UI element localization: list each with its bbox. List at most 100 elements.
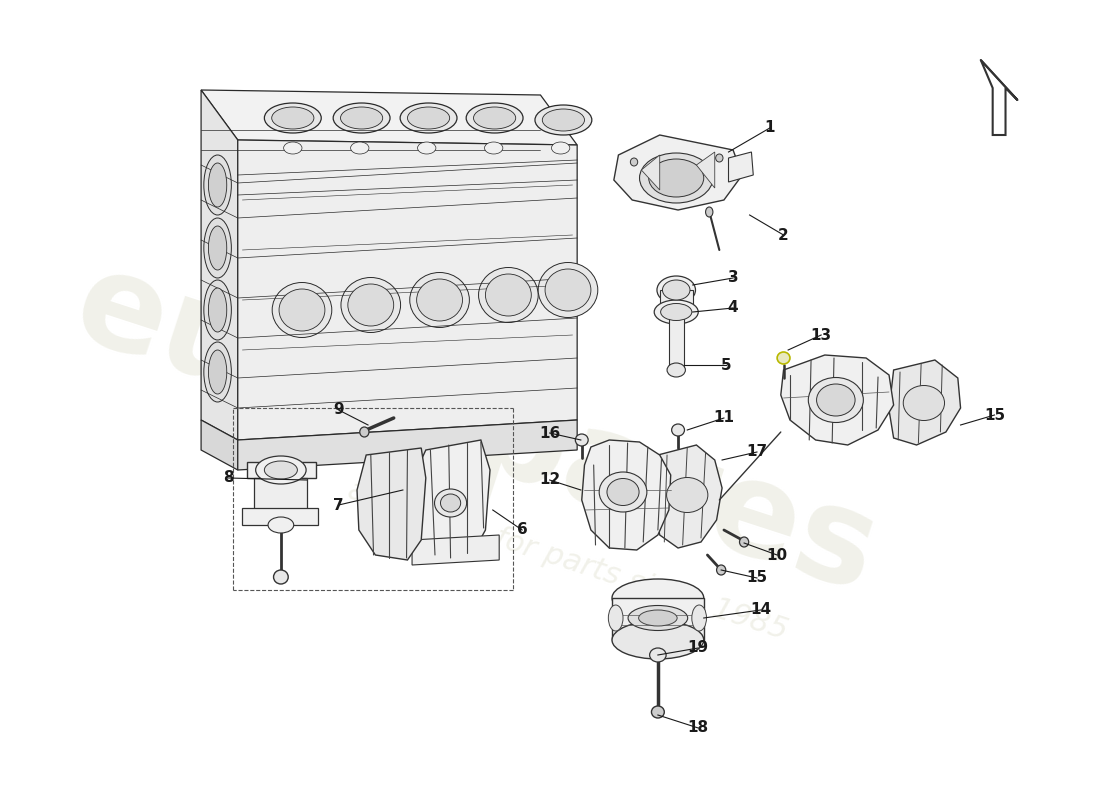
Ellipse shape (473, 107, 516, 129)
Text: 2: 2 (778, 227, 789, 242)
Polygon shape (889, 360, 960, 445)
Ellipse shape (279, 289, 324, 331)
Ellipse shape (264, 103, 321, 133)
Ellipse shape (208, 288, 227, 332)
Ellipse shape (204, 155, 231, 215)
Ellipse shape (716, 565, 726, 575)
Ellipse shape (608, 605, 623, 631)
Ellipse shape (777, 352, 790, 364)
Ellipse shape (400, 103, 456, 133)
Polygon shape (238, 420, 578, 470)
Polygon shape (412, 440, 490, 560)
Ellipse shape (440, 494, 461, 512)
Ellipse shape (272, 282, 332, 338)
Polygon shape (412, 535, 499, 565)
Ellipse shape (657, 276, 695, 304)
Polygon shape (201, 90, 578, 145)
Ellipse shape (628, 606, 688, 630)
Polygon shape (614, 135, 742, 210)
Polygon shape (641, 155, 660, 190)
Text: 6: 6 (517, 522, 528, 538)
Text: eurospares: eurospares (59, 241, 893, 619)
Ellipse shape (716, 154, 723, 162)
Text: 19: 19 (688, 641, 708, 655)
Polygon shape (246, 462, 316, 478)
Ellipse shape (417, 279, 462, 321)
Ellipse shape (341, 107, 383, 129)
Text: 16: 16 (539, 426, 560, 441)
Ellipse shape (667, 363, 685, 377)
Polygon shape (660, 290, 693, 310)
Text: 9: 9 (333, 402, 344, 418)
Text: 17: 17 (747, 445, 768, 459)
Ellipse shape (204, 280, 231, 340)
Ellipse shape (542, 109, 584, 131)
Ellipse shape (672, 424, 684, 436)
Ellipse shape (351, 142, 369, 154)
Text: 4: 4 (728, 301, 738, 315)
Text: 7: 7 (333, 498, 344, 513)
Ellipse shape (410, 273, 470, 327)
Polygon shape (238, 140, 578, 440)
Ellipse shape (208, 163, 227, 207)
Polygon shape (781, 355, 893, 445)
Ellipse shape (268, 517, 294, 533)
Ellipse shape (208, 226, 227, 270)
Ellipse shape (284, 142, 302, 154)
Polygon shape (612, 598, 704, 640)
Ellipse shape (649, 159, 704, 197)
Text: 3: 3 (728, 270, 738, 286)
Ellipse shape (692, 605, 706, 631)
Ellipse shape (272, 107, 313, 129)
Ellipse shape (639, 153, 713, 203)
Ellipse shape (903, 386, 945, 421)
Ellipse shape (360, 427, 368, 437)
Ellipse shape (816, 384, 855, 416)
Ellipse shape (639, 610, 678, 626)
Ellipse shape (204, 218, 231, 278)
Polygon shape (242, 508, 319, 525)
Ellipse shape (264, 461, 297, 479)
Ellipse shape (661, 303, 692, 321)
Ellipse shape (434, 489, 466, 517)
Polygon shape (201, 90, 238, 440)
Ellipse shape (546, 269, 591, 311)
Ellipse shape (204, 342, 231, 402)
Ellipse shape (551, 142, 570, 154)
Ellipse shape (274, 570, 288, 584)
Polygon shape (254, 478, 307, 510)
Ellipse shape (466, 103, 522, 133)
Polygon shape (981, 60, 1018, 135)
Polygon shape (582, 440, 671, 550)
Ellipse shape (607, 478, 639, 506)
Ellipse shape (418, 142, 436, 154)
Ellipse shape (348, 284, 394, 326)
Polygon shape (669, 312, 683, 370)
Ellipse shape (255, 456, 306, 484)
Ellipse shape (333, 103, 390, 133)
Ellipse shape (612, 579, 704, 617)
Text: 13: 13 (811, 327, 832, 342)
Text: 12: 12 (539, 473, 560, 487)
Ellipse shape (407, 107, 450, 129)
Text: 15: 15 (984, 407, 1005, 422)
Ellipse shape (484, 142, 503, 154)
Polygon shape (696, 152, 715, 188)
Text: 8: 8 (223, 470, 234, 486)
Polygon shape (358, 448, 426, 560)
Ellipse shape (485, 274, 531, 316)
Text: 18: 18 (688, 721, 708, 735)
Polygon shape (201, 420, 238, 470)
Ellipse shape (808, 378, 864, 422)
Ellipse shape (478, 267, 538, 322)
Ellipse shape (739, 537, 749, 547)
Text: 15: 15 (747, 570, 768, 586)
Text: 1: 1 (764, 121, 776, 135)
Text: a passion for parts since 1985: a passion for parts since 1985 (344, 475, 792, 645)
Polygon shape (728, 152, 754, 182)
Ellipse shape (651, 706, 664, 718)
Ellipse shape (208, 350, 227, 394)
Ellipse shape (341, 278, 400, 333)
Ellipse shape (612, 621, 704, 659)
Ellipse shape (705, 207, 713, 217)
